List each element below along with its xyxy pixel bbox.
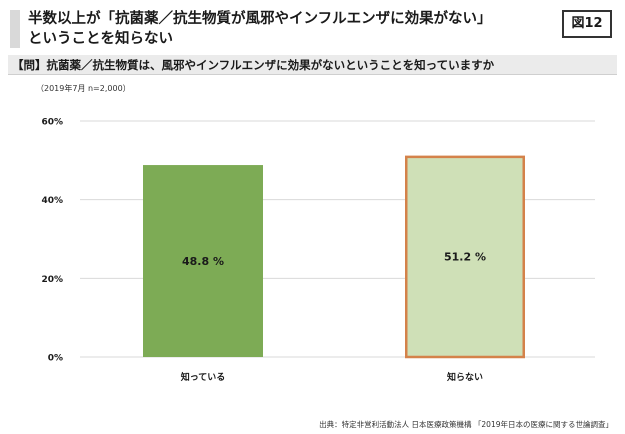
x-axis-ticks: 知っている 知らない: [180, 371, 483, 383]
survey-note: （2019年7月 n=2,000）: [36, 84, 131, 93]
page-title-line2: ということを知らない: [28, 31, 173, 47]
question-bar: 【問】抗菌薬／抗生物質は、風邪やインフルエンザに効果がないということを知っていま…: [8, 55, 617, 75]
question-text: 【問】抗菌薬／抗生物質は、風邪やインフルエンザに効果がないということを知っていま…: [12, 58, 495, 72]
data-label-2: 51.2 %: [444, 250, 486, 263]
bar-2: [405, 155, 525, 359]
figure-label: 図12: [562, 10, 612, 38]
bar-1: [143, 165, 263, 357]
source-note: 出典：特定非営利活動法人 日本医療政策機構 「2019年日本の医療に関する世論調…: [319, 420, 613, 429]
x-tick-label-2: 知らない: [446, 371, 483, 383]
x-tick-label-1: 知っている: [180, 371, 226, 383]
y-tick-label: 20%: [41, 275, 63, 285]
y-tick-label: 60%: [41, 118, 63, 128]
y-tick-label: 0%: [48, 354, 63, 364]
y-axis-ticks: 0% 20% 40% 60%: [41, 118, 63, 364]
page-title-line1: 半数以上が「抗菌薬／抗生物質が風邪やインフルエンザに効果がない」: [28, 11, 492, 27]
page-title: 半数以上が「抗菌薬／抗生物質が風邪やインフルエンザに効果がない」 ということを知…: [28, 9, 548, 49]
bars: [143, 155, 525, 359]
data-label-1: 48.8 %: [182, 255, 224, 268]
y-tick-label: 40%: [41, 196, 63, 206]
data-labels: 48.8 % 51.2 %: [182, 250, 486, 268]
title-accent-bar: [10, 10, 20, 48]
